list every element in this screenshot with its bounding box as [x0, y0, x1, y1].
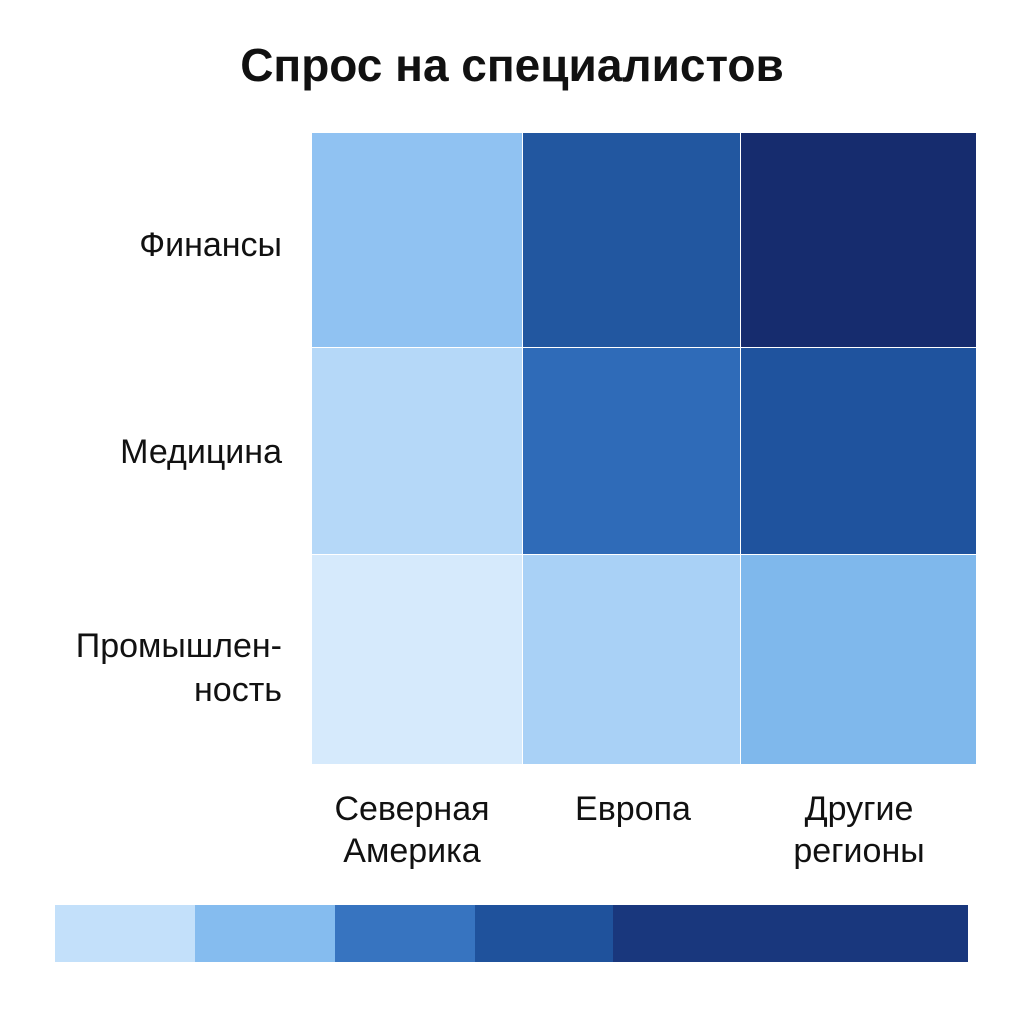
legend-bin — [55, 905, 195, 962]
column-label: Северная Америка — [334, 790, 490, 870]
legend-bin — [475, 905, 613, 962]
row-label: Промышлен- ность — [75, 627, 282, 709]
heatmap-cell — [741, 348, 976, 554]
heatmap-cell — [312, 348, 522, 554]
column-label: Европа — [575, 790, 691, 828]
row-label: Медицина — [120, 433, 282, 471]
heatmap-cell — [523, 133, 740, 347]
heatmap-cell — [312, 555, 522, 764]
legend-bin — [613, 905, 968, 962]
legend-bin — [195, 905, 335, 962]
heatmap-cell — [741, 133, 976, 347]
legend-bin — [335, 905, 475, 962]
chart-title: Спрос на специалистов — [240, 39, 784, 91]
heatmap-cell — [312, 133, 522, 347]
heatmap-cell — [523, 348, 740, 554]
heatmap-cell — [523, 555, 740, 764]
column-label: Другие регионы — [793, 790, 925, 870]
row-label: Финансы — [139, 226, 282, 264]
heatmap-cell — [741, 555, 976, 764]
